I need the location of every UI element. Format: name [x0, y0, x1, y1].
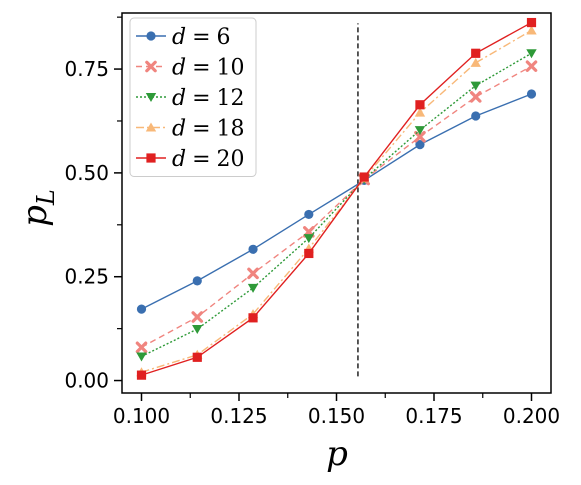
series-line-12: [141, 52, 532, 358]
x-tick-label: 0.125: [210, 404, 267, 428]
data-point: [247, 283, 259, 293]
legend-label-var: d: [172, 147, 186, 172]
legend-entry-20: d = 20: [136, 147, 245, 172]
plot-area: [135, 17, 538, 380]
legend-label: d = 20: [172, 147, 245, 172]
legend-label: d = 6: [172, 25, 231, 50]
data-point: [526, 25, 537, 35]
legend-marker: [145, 122, 157, 132]
legend-label-value: 18: [217, 117, 245, 142]
legend-label-var: d: [172, 86, 186, 111]
legend-marker: [145, 93, 157, 102]
x-tick-label: 0.200: [503, 404, 560, 428]
data-point: [135, 341, 148, 354]
axes: 0.100 0.125 0.150 0.175 0.200 0.00 0.25 0.50 0.7…: [64, 12, 560, 428]
data-point: [415, 100, 425, 110]
legend-marker: [146, 31, 156, 41]
legend-label-eq: =: [192, 56, 210, 81]
x-tick-label: 0.100: [113, 404, 170, 428]
legend-marker: [146, 153, 156, 163]
legend-label: d = 12: [172, 86, 245, 111]
y-tick-label: 0.25: [64, 265, 109, 289]
series-line-18: [141, 29, 532, 373]
data-point: [470, 57, 481, 67]
data-point: [414, 126, 426, 136]
legend-box: [129, 17, 257, 177]
data-point: [136, 304, 147, 314]
y-axis-label: pL: [15, 189, 60, 227]
x-tick-label: 0.175: [405, 404, 462, 428]
x-tick-label: 0.150: [308, 404, 365, 428]
legend-label-value: 20: [217, 147, 245, 172]
legend-entry-6: d = 6: [136, 25, 231, 50]
legend-entry-12: d = 12: [136, 86, 245, 111]
data-point: [470, 81, 481, 91]
legend-label: d = 10: [172, 56, 245, 81]
legend-label-eq: =: [192, 86, 210, 111]
legend-label-var: d: [172, 56, 186, 81]
data-point: [526, 89, 537, 99]
data-point: [525, 60, 538, 72]
data-point: [304, 248, 314, 259]
x-axis-label: p: [326, 434, 348, 474]
legend-label: d = 18: [172, 117, 245, 142]
data-point: [247, 267, 259, 280]
y-tick-label: 0.75: [64, 57, 109, 81]
legend-label-eq: =: [192, 25, 210, 50]
series-line-10: [141, 65, 532, 348]
y-axis-label-subscript: L: [32, 189, 60, 206]
data-point: [414, 130, 426, 143]
data-point: [136, 352, 147, 362]
legend-label-value: 6: [217, 25, 231, 50]
data-point: [248, 313, 258, 323]
data-point: [526, 17, 537, 28]
data-point: [192, 352, 202, 362]
series-line-20: [141, 21, 532, 376]
data-point: [191, 311, 204, 323]
legend-entry-18: d = 18: [136, 117, 245, 142]
series-20: [136, 17, 537, 380]
data-point: [469, 91, 482, 103]
legend-label-var: d: [172, 117, 186, 142]
y-tick-label: 0.00: [64, 369, 109, 393]
legend-label-eq: =: [192, 147, 210, 172]
data-point: [526, 49, 537, 59]
data-point: [414, 107, 426, 117]
y-axis-label-main: p: [15, 205, 55, 227]
data-point: [192, 276, 202, 286]
series-6: [136, 89, 537, 314]
legend-entry-10: d = 10: [136, 56, 245, 81]
data-point: [415, 140, 425, 150]
legend-label-value: 12: [217, 86, 245, 111]
legend-label-var: d: [172, 25, 186, 50]
data-point: [304, 209, 314, 220]
series-line-6: [141, 93, 532, 310]
data-point: [303, 234, 315, 244]
data-point: [471, 111, 481, 121]
legend: d = 6d = 10d = 12d = 18d = 20: [129, 17, 257, 177]
data-point: [192, 325, 203, 335]
data-point: [471, 48, 481, 58]
legend-marker: [145, 60, 157, 73]
y-tick-label: 0.50: [64, 161, 109, 185]
data-point: [136, 370, 147, 380]
legend-label-value: 10: [217, 56, 245, 81]
data-point: [359, 172, 369, 182]
data-point: [248, 244, 258, 254]
legend-label-eq: =: [192, 117, 210, 142]
